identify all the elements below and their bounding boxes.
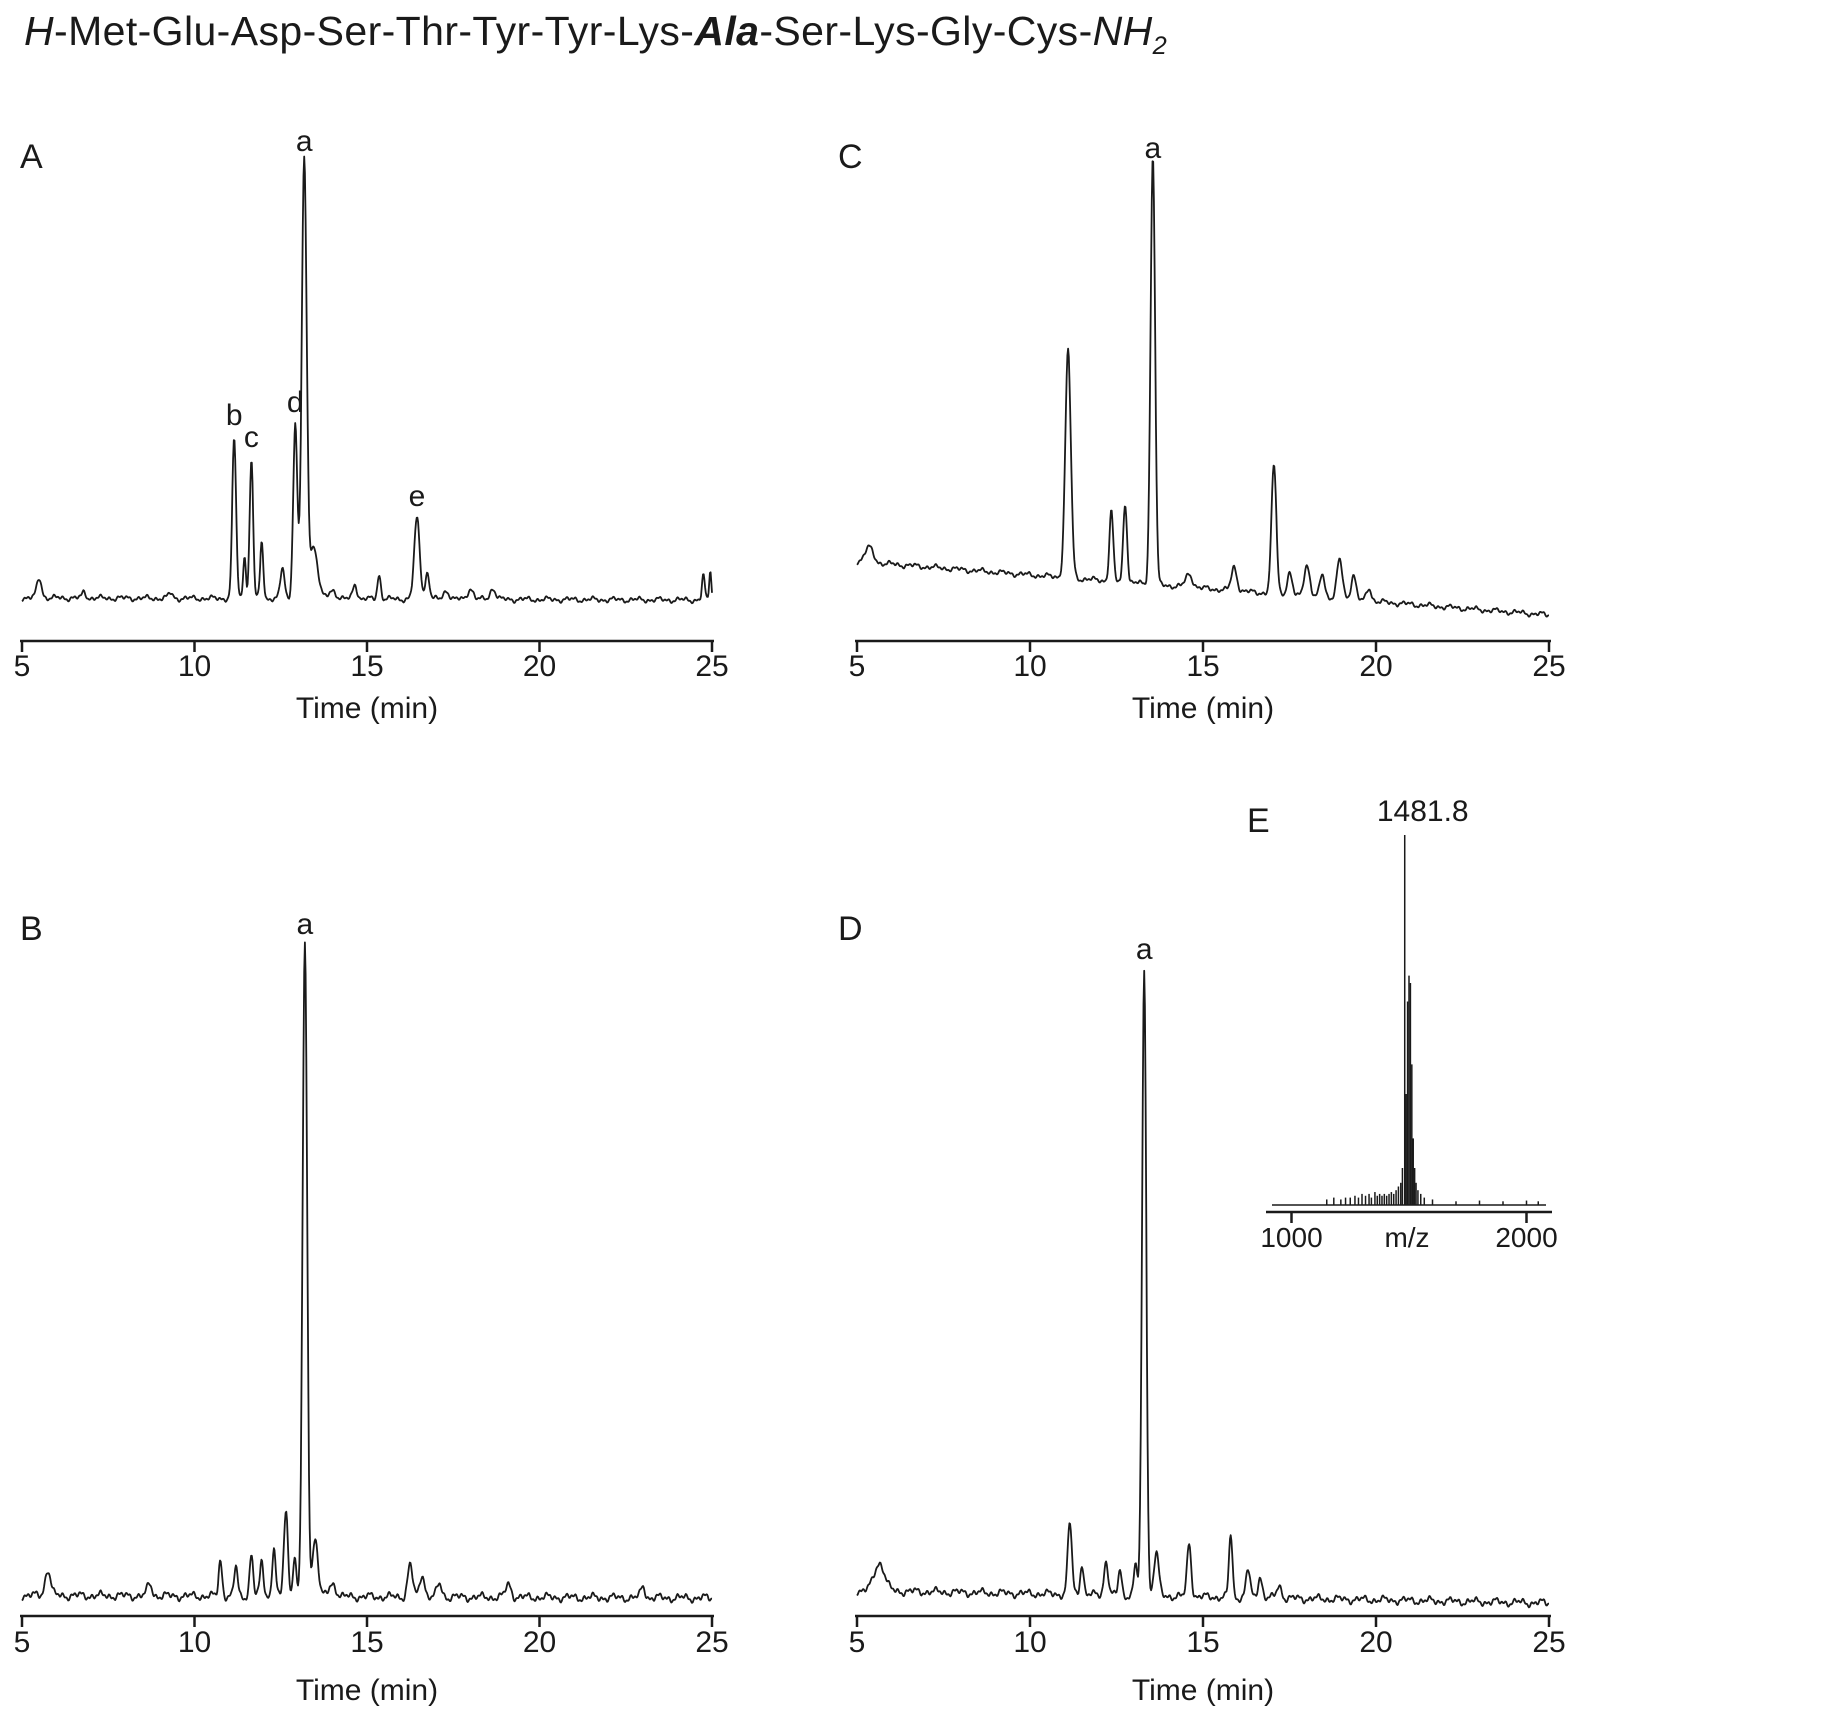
peak-label-B-a: a <box>296 908 314 941</box>
panel-label-C: C <box>838 138 863 176</box>
tick-label-A-25: 25 <box>695 650 729 683</box>
annotation-base-peak-E: 1481.8 <box>1376 795 1469 828</box>
axis-label-B: Time (min) <box>295 1674 439 1707</box>
tick-label-B-15: 15 <box>350 1626 384 1659</box>
tick-label-A-20: 20 <box>522 650 557 683</box>
title-nh2-terminus: NH <box>1092 8 1153 54</box>
tick-label-D-10: 10 <box>1013 1626 1047 1659</box>
tick-label-B-20: 20 <box>522 1626 557 1659</box>
tick-label-A-5: 5 <box>13 650 31 683</box>
title-sequence-1: -Met-Glu-Asp-Ser-Thr-Tyr-Tyr-Lys- <box>54 8 695 54</box>
tick-label-A-15: 15 <box>350 650 384 683</box>
tick-label-C-25: 25 <box>1532 650 1566 683</box>
title-ala-residue: Ala <box>694 8 760 54</box>
peak-label-C-a: a <box>1144 132 1162 165</box>
panel-label-D: D <box>838 910 863 948</box>
panel-label-E: E <box>1247 802 1270 840</box>
panel-label-B: B <box>20 910 43 948</box>
axis-label-D: Time (min) <box>1131 1674 1275 1707</box>
axis-label-A: Time (min) <box>295 692 439 725</box>
title-nh2-subscript: 2 <box>1152 32 1168 61</box>
peak-label-A-a: a <box>295 125 313 158</box>
tick-label-C-10: 10 <box>1013 650 1047 683</box>
peak-label-D-a: a <box>1135 933 1153 966</box>
peak-label-A-e: e <box>408 479 426 513</box>
tick-label-A-10: 10 <box>177 650 212 683</box>
title-sequence-2: -Ser-Lys-Gly-Cys- <box>759 8 1093 54</box>
tick-label-E-1000: 1000 <box>1260 1222 1323 1253</box>
tick-label-D-25: 25 <box>1532 1626 1566 1659</box>
tick-label-D-5: 5 <box>848 1626 866 1659</box>
peptide-sequence-title: H-Met-Glu-Asp-Ser-Thr-Tyr-Tyr-Lys-Ala-Se… <box>24 8 1167 61</box>
tick-label-C-15: 15 <box>1186 650 1220 683</box>
tick-label-C-5: 5 <box>848 650 866 683</box>
panel-label-A: A <box>20 138 43 176</box>
tick-label-D-15: 15 <box>1186 1626 1220 1659</box>
tick-label-D-20: 20 <box>1359 1626 1393 1659</box>
tick-label-B-10: 10 <box>177 1626 212 1659</box>
axis-label-C: Time (min) <box>1131 692 1275 725</box>
peak-label-A-c: c <box>243 420 259 454</box>
tick-label-B-5: 5 <box>13 1626 31 1659</box>
tick-label-E-2000: 2000 <box>1495 1222 1558 1253</box>
axis-label-E: m/z <box>1384 1222 1430 1253</box>
peak-label-A-b: b <box>225 399 243 433</box>
peak-label-A-d: d <box>286 386 304 419</box>
title-h-terminus: H <box>24 8 55 54</box>
tick-label-B-25: 25 <box>695 1626 729 1659</box>
tick-label-C-20: 20 <box>1359 650 1393 683</box>
